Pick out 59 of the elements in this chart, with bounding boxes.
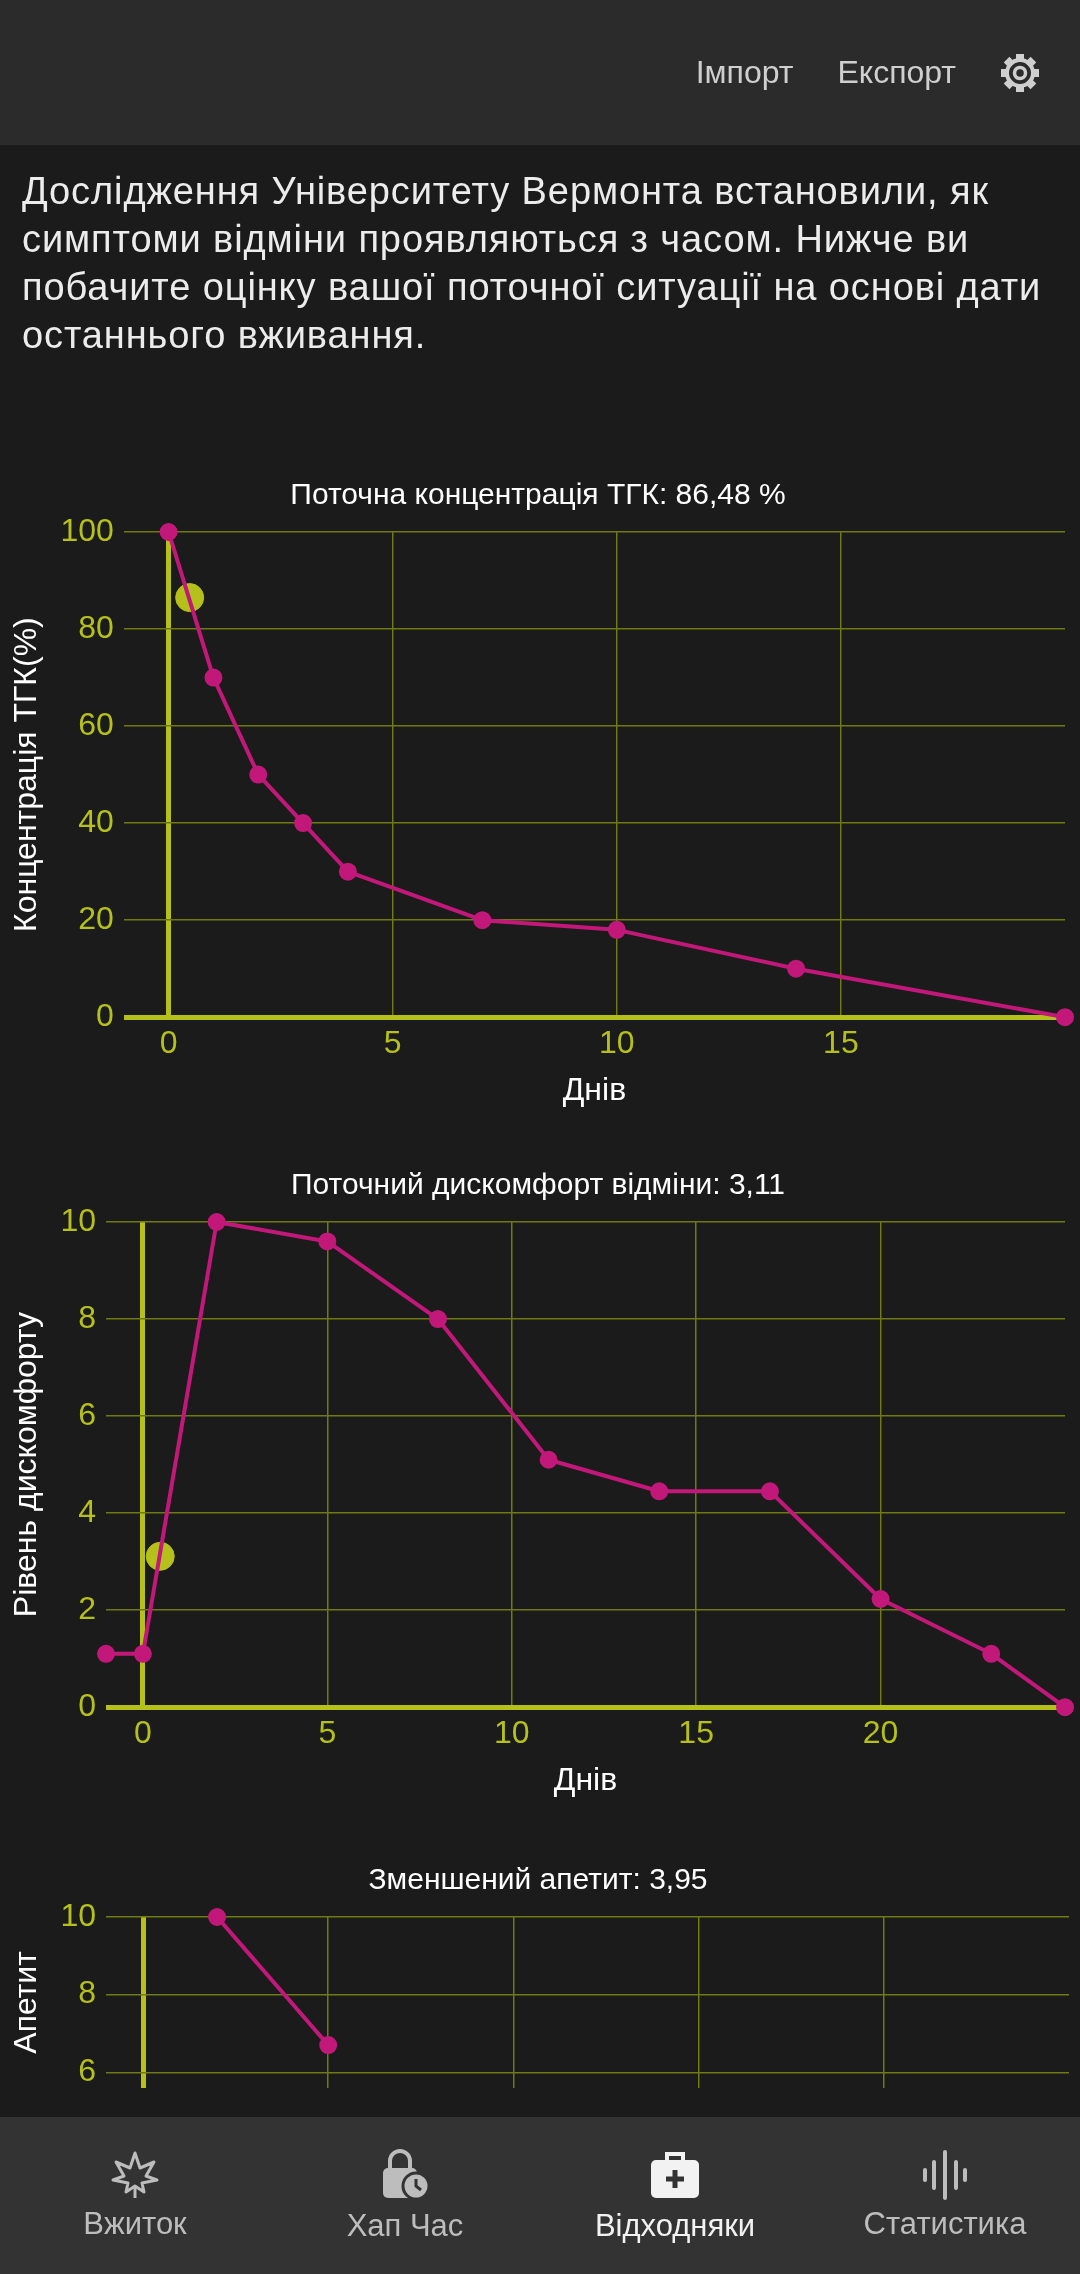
text: Експорт xyxy=(837,54,956,91)
x-tick-label: 10 xyxy=(493,1714,530,1751)
text: Хап Час xyxy=(346,2207,464,2244)
y-axis-title: Апетит xyxy=(7,1950,44,2054)
point xyxy=(294,814,313,833)
point xyxy=(650,1482,669,1501)
text: Вжиток xyxy=(83,2205,187,2242)
y-tick-label: 10 xyxy=(60,1201,96,1238)
point xyxy=(249,765,268,784)
y-tick-label: 80 xyxy=(78,608,114,645)
y-tick-label: 8 xyxy=(78,1974,96,2011)
point xyxy=(207,1213,226,1231)
text: Дослідження Університету Вермонта встановили, як симптоми відміни проявляються з часом. Нижче ви побачите оцінку вашої поточної ситуації на основі дати останнього вживання. xyxy=(22,169,1043,358)
point xyxy=(607,920,626,939)
y-tick-label: 2 xyxy=(78,1589,96,1626)
point xyxy=(428,1310,447,1329)
y-tick-label: 10 xyxy=(60,1896,96,1933)
x-tick-label: 15 xyxy=(823,1024,859,1061)
x-tick-label: 15 xyxy=(678,1714,714,1751)
point xyxy=(982,1644,1001,1663)
point xyxy=(96,1644,115,1663)
point xyxy=(871,1590,890,1608)
x-tick-label: 10 xyxy=(599,1024,635,1061)
y-axis-title: Концентрація ТГК(%) xyxy=(7,617,44,932)
x-tick-label: 20 xyxy=(862,1714,899,1751)
point xyxy=(787,959,806,978)
y-axis-title: Рівень дискомфорту xyxy=(7,1312,44,1618)
point xyxy=(318,1232,337,1251)
point xyxy=(204,668,223,687)
x-tick-label: 0 xyxy=(159,1024,178,1061)
x-tick-label: 5 xyxy=(383,1024,402,1061)
x-tick-label: 0 xyxy=(133,1714,152,1751)
y-tick-label: 0 xyxy=(78,1687,96,1724)
text: Статистика xyxy=(863,2205,1027,2242)
point xyxy=(539,1450,558,1469)
y-tick-label: 0 xyxy=(95,997,114,1034)
text: Відходняки xyxy=(594,2207,756,2244)
point xyxy=(760,1482,779,1501)
x-axis-title: Днів xyxy=(562,1070,627,1107)
point xyxy=(473,911,492,930)
y-tick-label: 20 xyxy=(78,899,114,936)
y-tick-label: 6 xyxy=(78,1395,96,1432)
y-tick-label: 4 xyxy=(78,1492,96,1529)
y-tick-label: 8 xyxy=(78,1298,96,1335)
y-tick-label: 6 xyxy=(78,2052,96,2089)
y-tick-label: 100 xyxy=(60,511,114,548)
point xyxy=(1056,1698,1074,1717)
point xyxy=(338,862,357,881)
x-axis-title: Днів xyxy=(553,1760,618,1797)
x-tick-label: 5 xyxy=(318,1714,337,1751)
point xyxy=(159,523,178,541)
chart-title: Поточна концентрація ТГК: 86,48 % xyxy=(290,477,786,511)
y-tick-label: 40 xyxy=(78,802,114,839)
point xyxy=(133,1644,152,1663)
chart-title: Зменшений апетит: 3,95 xyxy=(368,1862,708,1896)
point xyxy=(1056,1008,1074,1027)
y-tick-label: 60 xyxy=(78,705,114,742)
text: Імпорт xyxy=(695,54,794,91)
chart-title: Поточний дискомфорт відміни: 3,11 xyxy=(290,1167,786,1201)
